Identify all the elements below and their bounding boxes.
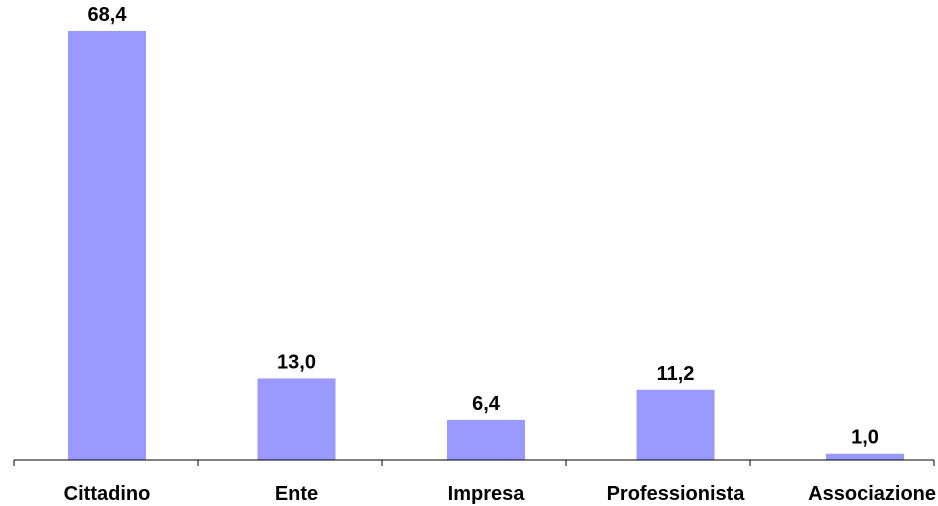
x-axis (13, 459, 935, 466)
bar-professionista (636, 389, 715, 460)
category-labels: Cittadino Ente Impresa Professionista Associ… (64, 483, 936, 505)
bar-associazione (826, 453, 904, 460)
value-label-impresa: 6,4 (472, 393, 501, 415)
category-label-impresa: Impresa (448, 483, 526, 505)
category-label-professionista: Professionista (607, 483, 746, 505)
bars-group (68, 31, 904, 460)
category-label-ente: Ente (275, 483, 318, 505)
value-label-cittadino: 68,4 (88, 4, 128, 26)
value-label-ente: 13,0 (277, 351, 316, 373)
bar-cittadino (68, 31, 146, 460)
value-labels: 68,4 13,0 6,4 11,2 1,0 (88, 4, 879, 449)
bar-ente (257, 378, 336, 460)
value-label-professionista: 11,2 (657, 363, 695, 385)
value-label-associazione: 1,0 (851, 427, 879, 449)
category-label-associazione: Associazione (808, 483, 936, 505)
bar-impresa (447, 419, 525, 460)
category-label-cittadino: Cittadino (64, 483, 151, 505)
